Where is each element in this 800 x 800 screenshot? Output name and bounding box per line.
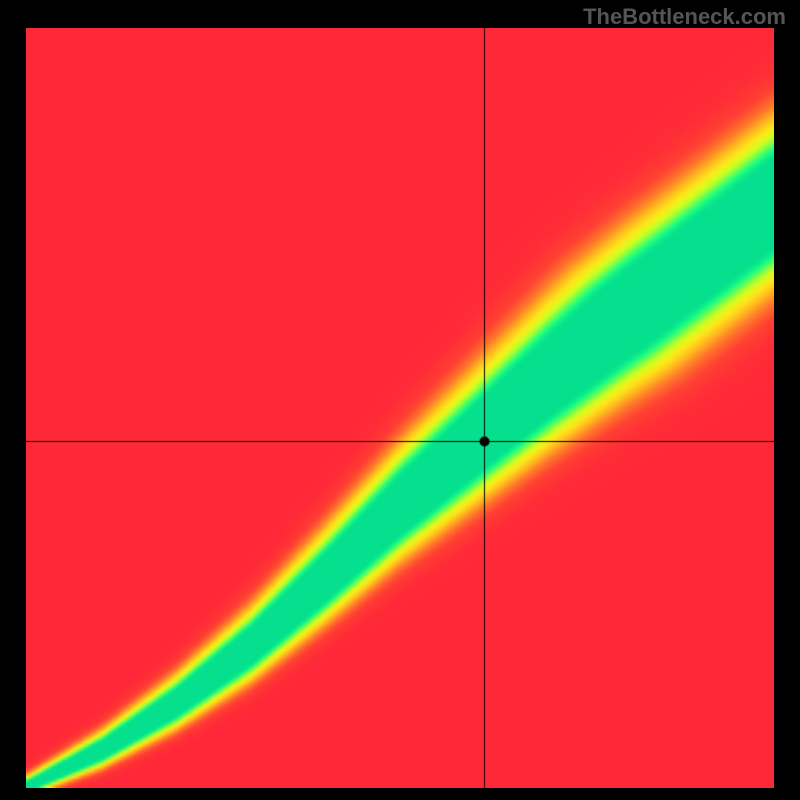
bottleneck-heatmap xyxy=(26,28,774,788)
watermark-text: TheBottleneck.com xyxy=(583,4,786,30)
figure-container: TheBottleneck.com xyxy=(0,0,800,800)
